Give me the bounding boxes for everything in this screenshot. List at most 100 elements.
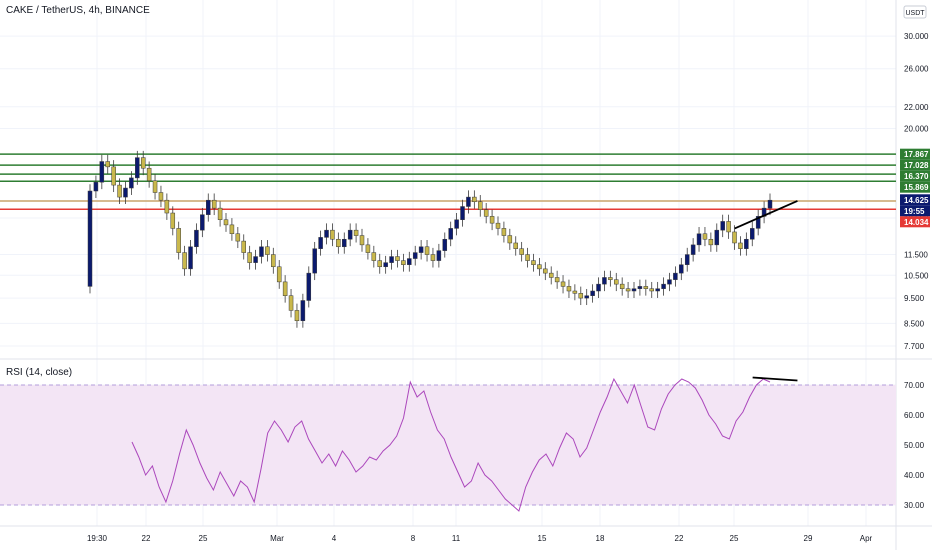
candle-body [738, 242, 743, 249]
candle-body [750, 228, 755, 240]
candle-body [347, 229, 353, 240]
candle-body [206, 199, 211, 215]
rsi-tick-label: 30.00 [904, 501, 925, 510]
candle-body [684, 254, 690, 265]
candle-body [767, 199, 773, 209]
candle-body [188, 246, 193, 270]
candle-body [596, 283, 601, 292]
candle-body [377, 260, 382, 268]
currency-badge[interactable] [903, 5, 927, 19]
candle-body [99, 161, 105, 183]
candle-body [241, 240, 246, 253]
price-tag [900, 181, 930, 193]
candle-body [318, 237, 323, 249]
candle-body [235, 233, 241, 242]
candle-body [170, 212, 176, 229]
time-tick-label: 25 [199, 534, 208, 543]
candle-body [608, 277, 613, 280]
candle-body [330, 229, 335, 240]
candle-body [631, 288, 637, 292]
price-tick-label: 7.700 [904, 342, 925, 351]
candle-body [176, 228, 181, 253]
candle-body [412, 252, 418, 259]
candle-body [531, 260, 536, 265]
candle-body [105, 161, 110, 168]
candle-body [679, 264, 684, 274]
candle-body [140, 157, 146, 169]
candle-body [418, 246, 424, 253]
candle-body [288, 295, 294, 311]
candle-body [554, 277, 560, 283]
candle-body [294, 310, 300, 322]
candle-body [152, 180, 158, 193]
candle-body [537, 264, 542, 270]
candle-body [158, 192, 164, 201]
time-tick-label: 15 [538, 534, 547, 543]
candle-body [117, 184, 122, 198]
candle-body [448, 228, 453, 240]
currency-badge-label: USDT [905, 10, 925, 17]
candle-body [673, 272, 678, 280]
candle-body [519, 248, 524, 255]
rsi-trendline[interactable] [752, 376, 798, 382]
candle-body [259, 246, 264, 257]
candle-body [454, 219, 459, 229]
candle-body [696, 233, 702, 246]
rsi-tick-label: 70.00 [904, 381, 925, 390]
candle-body [584, 295, 589, 299]
candle-body [223, 219, 229, 226]
candle-body [513, 242, 518, 249]
candle-body [661, 283, 666, 289]
price-tick-label: 8.500 [904, 319, 925, 328]
candle-body [619, 283, 625, 289]
candle-body [253, 256, 258, 263]
candle-body [383, 262, 388, 268]
candle-body [247, 252, 252, 263]
candle-body [590, 290, 595, 296]
price-tag [900, 194, 930, 206]
candle-body [401, 260, 406, 265]
candle-body [93, 181, 99, 192]
candle-body [643, 286, 649, 289]
candle-body [466, 196, 471, 207]
time-tick-label: Apr [860, 534, 873, 543]
candle-body [111, 166, 116, 186]
price-tag [900, 205, 930, 217]
candle-body [306, 272, 312, 301]
candle-body [702, 233, 708, 240]
price-tag-label: 15.869 [904, 183, 929, 192]
price-trendline[interactable] [734, 200, 798, 230]
price-tag-label: 14.625 [904, 196, 929, 205]
rsi-band [0, 385, 896, 505]
candle-body [135, 157, 140, 179]
candle-body [229, 224, 235, 234]
candle-body [649, 288, 654, 292]
price-tick-label: 9.500 [904, 294, 925, 303]
candle-body [625, 288, 631, 292]
candle-body [430, 254, 436, 261]
candle-body [708, 238, 714, 246]
candle-body [395, 256, 400, 261]
rsi-label: RSI (14, close) [6, 367, 72, 378]
candle-body [460, 206, 465, 220]
candle-body [507, 235, 513, 244]
time-tick-label: 22 [675, 534, 684, 543]
candle-body [478, 201, 483, 210]
time-tick-label: 18 [596, 534, 605, 543]
time-tick-label: Mar [270, 534, 284, 543]
price-tag-label: 16.370 [904, 172, 929, 181]
candle-body [342, 238, 347, 248]
candle-body [359, 235, 365, 246]
candle-body [129, 177, 134, 189]
candle-body [732, 231, 737, 244]
candle-body [720, 221, 725, 231]
horizontal-levels[interactable] [0, 153, 896, 211]
price-tags: 17.867 17.028 16.370 15.869 14.625 19:55 14.03… [900, 148, 930, 228]
candle-body [489, 216, 495, 224]
candle-body [87, 190, 93, 287]
price-tag [900, 148, 930, 160]
rsi-line [131, 377, 771, 512]
candle-body [483, 209, 489, 217]
candle-body [690, 244, 696, 255]
